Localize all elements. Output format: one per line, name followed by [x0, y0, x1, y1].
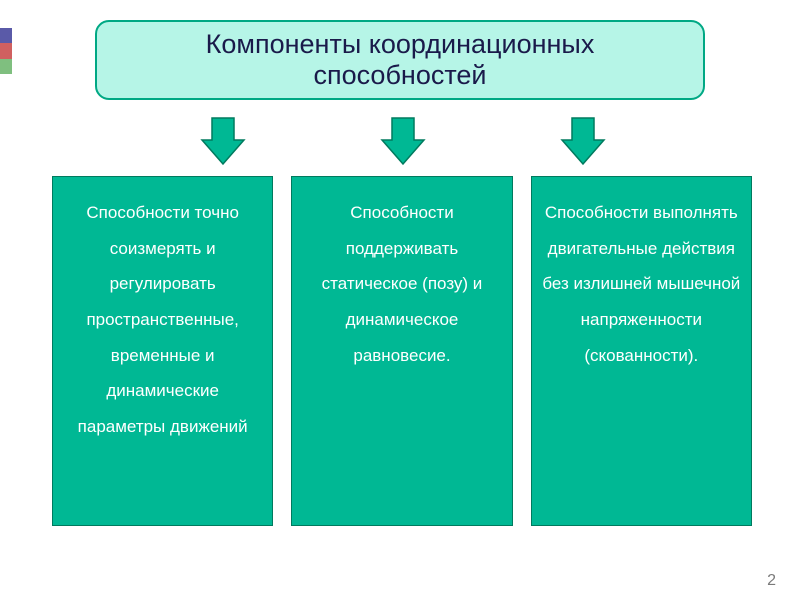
accent-seg-2 [0, 43, 12, 58]
column-2: Способности поддерживать статическое (по… [291, 176, 512, 526]
column-1-text: Способности точно соизмерять и регулиров… [63, 195, 262, 445]
column-2-text: Способности поддерживать статическое (по… [302, 195, 501, 373]
accent-seg-1 [0, 28, 12, 43]
arrow-down-icon [380, 116, 426, 166]
arrow-down-icon [560, 116, 606, 166]
title-box: Компоненты координационных способностей [95, 20, 705, 100]
page-number: 2 [767, 572, 776, 590]
column-1: Способности точно соизмерять и регулиров… [52, 176, 273, 526]
accent-seg-3 [0, 59, 12, 74]
columns-row: Способности точно соизмерять и регулиров… [52, 176, 752, 526]
arrow-down-icon [200, 116, 246, 166]
column-3-text: Способности выполнять двигательные дейст… [542, 195, 741, 373]
title-text: Компоненты координационных способностей [117, 29, 683, 91]
accent-bar [0, 28, 12, 74]
column-3: Способности выполнять двигательные дейст… [531, 176, 752, 526]
arrows-row [0, 110, 800, 170]
